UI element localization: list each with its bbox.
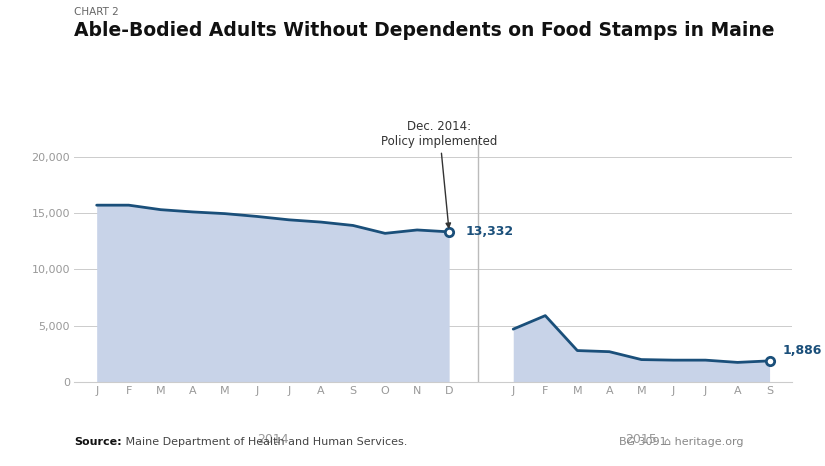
Text: 13,332: 13,332: [465, 226, 513, 239]
Text: ⌂ heritage.org: ⌂ heritage.org: [664, 438, 743, 447]
Text: Dec. 2014:
Policy implemented: Dec. 2014: Policy implemented: [381, 120, 497, 227]
Text: CHART 2: CHART 2: [74, 7, 119, 17]
Text: Source:: Source:: [74, 438, 122, 447]
Text: Able-Bodied Adults Without Dependents on Food Stamps in Maine: Able-Bodied Adults Without Dependents on…: [74, 21, 775, 40]
Text: 2015: 2015: [625, 433, 658, 446]
Text: 2014: 2014: [257, 433, 289, 446]
Text: BG 3091: BG 3091: [619, 438, 667, 447]
Text: Maine Department of Health and Human Services.: Maine Department of Health and Human Ser…: [122, 438, 408, 447]
Text: 1,886: 1,886: [782, 344, 822, 357]
